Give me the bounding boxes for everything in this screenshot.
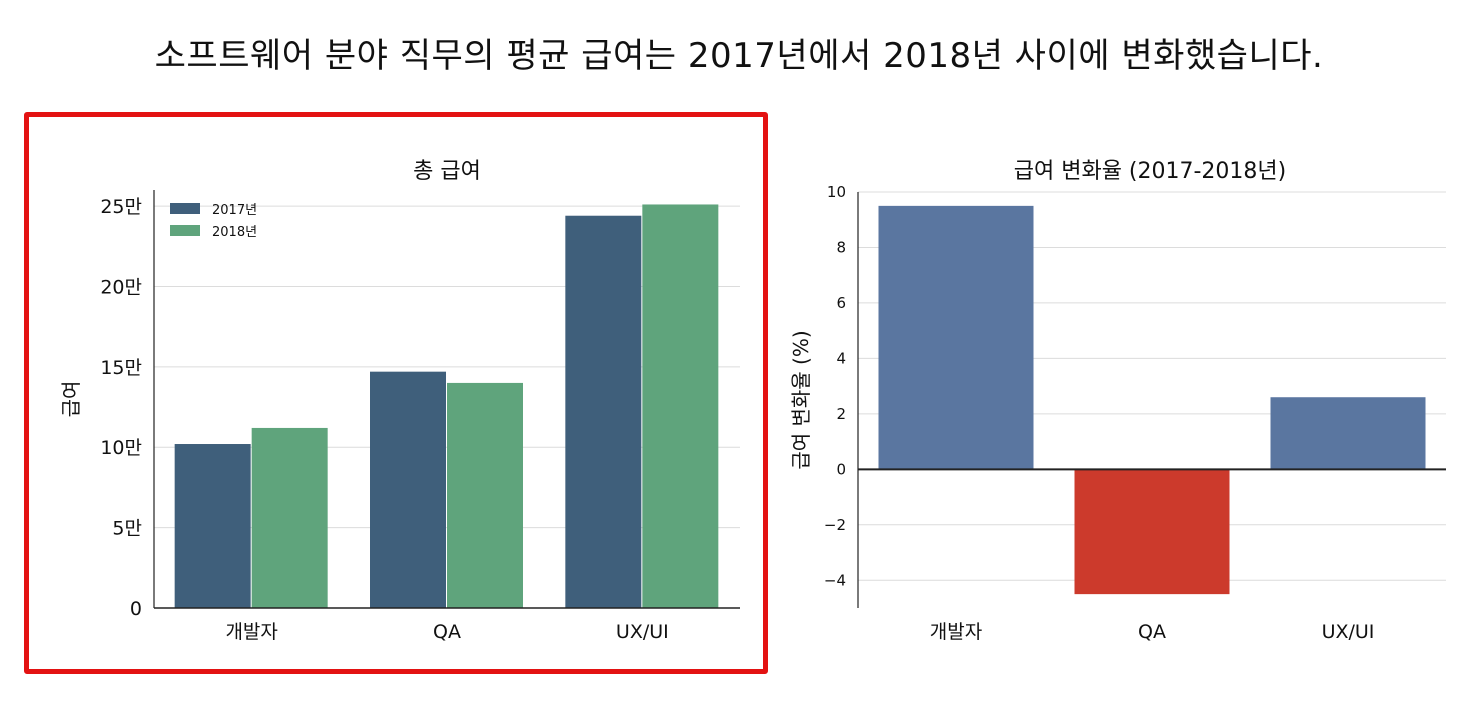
change-bar-UX/UI xyxy=(1270,397,1426,470)
right-x-ticks: 개발자 QA UX/UI xyxy=(930,621,1375,643)
bar-QA-2018년 xyxy=(447,382,523,608)
bar-개발자-2018년 xyxy=(251,427,328,608)
left-y-tick-label: 20만 xyxy=(100,276,142,298)
bar-UX/UI-2017년 xyxy=(565,215,642,608)
change-bar-QA xyxy=(1074,469,1230,595)
right-bars xyxy=(878,205,1426,595)
left-y-axis-label: 급여 xyxy=(59,381,83,418)
salary-change-chart: 급여 변화율 (2017-2018년) −4 −2 0 2 4 6 8 10 개발자 QA UX/… xyxy=(789,159,1446,643)
right-y-tick-label: 10 xyxy=(827,183,846,201)
right-chart-title: 급여 변화율 (2017-2018년) xyxy=(1014,159,1287,184)
right-y-tick-label: 0 xyxy=(836,460,846,478)
right-x-tick-label: 개발자 xyxy=(930,621,982,643)
left-y-tick-label: 25만 xyxy=(100,196,142,218)
left-bars xyxy=(174,204,719,608)
left-x-tick-label: UX/UI xyxy=(616,621,669,643)
legend-swatch xyxy=(170,203,200,214)
highlight-frame xyxy=(24,112,768,674)
bar-UX/UI-2018년 xyxy=(642,204,719,608)
bar-개발자-2017년 xyxy=(174,444,251,608)
legend: 2017년 2018년 xyxy=(170,203,257,240)
legend-label: 2017년 xyxy=(212,203,257,218)
right-y-tick-label: −2 xyxy=(824,516,846,534)
left-x-tick-label: QA xyxy=(433,621,461,643)
right-y-tick-label: 6 xyxy=(836,294,846,312)
total-salary-chart: 총 급여 0 5만 10만 15만 20만 25만 개발자 QA UX/UI 급여 2017년… xyxy=(59,159,740,643)
right-x-tick-label: UX/UI xyxy=(1322,621,1375,643)
right-y-tick-label: 2 xyxy=(836,405,846,423)
legend-label: 2018년 xyxy=(212,225,257,240)
left-chart-title: 총 급여 xyxy=(413,159,481,184)
right-y-tick-label: 4 xyxy=(836,349,846,367)
right-x-tick-label: QA xyxy=(1138,621,1166,643)
left-y-tick-label: 10만 xyxy=(100,437,142,459)
left-y-tick-label: 15만 xyxy=(100,357,142,379)
left-x-tick-label: 개발자 xyxy=(225,621,277,643)
left-y-ticks: 0 5만 10만 15만 20만 25만 xyxy=(100,196,142,620)
bar-QA-2017년 xyxy=(370,371,446,608)
legend-swatch xyxy=(170,225,200,236)
left-y-tick-label: 0 xyxy=(130,598,142,620)
right-y-ticks: −4 −2 0 2 4 6 8 10 xyxy=(824,183,846,589)
change-bar-개발자 xyxy=(878,205,1034,470)
right-y-tick-label: 8 xyxy=(836,238,846,256)
left-x-ticks: 개발자 QA UX/UI xyxy=(225,621,668,643)
right-y-tick-label: −4 xyxy=(824,571,846,589)
right-y-axis-label: 급여 변화율 (%) xyxy=(789,330,813,469)
headline: 소프트웨어 분야 직무의 평균 급여는 2017년에서 2018년 사이에 변화… xyxy=(154,36,1324,76)
left-y-tick-label: 5만 xyxy=(112,518,142,540)
